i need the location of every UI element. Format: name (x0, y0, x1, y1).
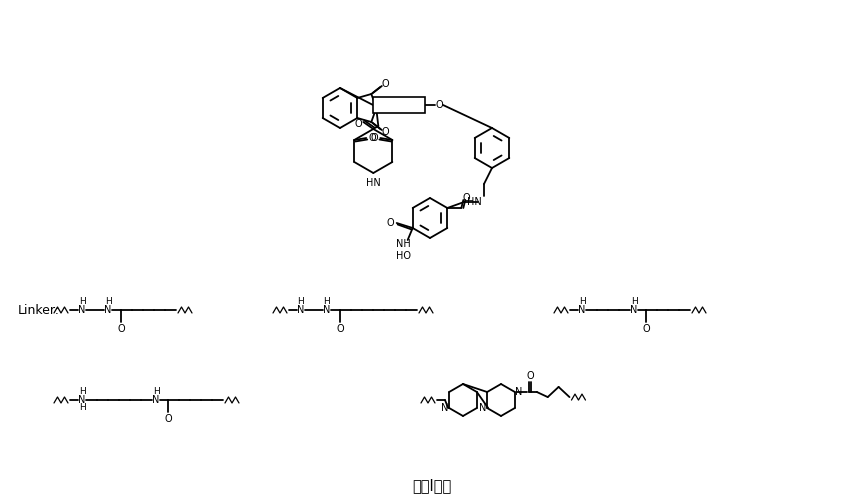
Text: N: N (375, 103, 383, 113)
Text: H: H (152, 388, 159, 397)
Text: H: H (79, 404, 86, 412)
Text: H: H (579, 297, 586, 306)
Text: N: N (579, 305, 586, 315)
Text: N: N (631, 305, 638, 315)
Text: O: O (381, 127, 389, 137)
Text: N: N (441, 403, 449, 413)
Text: N: N (479, 403, 487, 413)
Text: N: N (79, 395, 86, 405)
Text: H: H (79, 297, 86, 306)
Text: O: O (435, 100, 443, 110)
Text: O: O (368, 133, 376, 143)
Text: N: N (516, 387, 522, 397)
Text: N: N (79, 305, 86, 315)
Text: H: H (79, 388, 86, 397)
Text: N: N (324, 305, 330, 315)
Text: Linker:: Linker: (18, 303, 60, 317)
Text: N: N (152, 395, 160, 405)
Text: O: O (336, 324, 343, 334)
Text: O: O (164, 414, 172, 424)
Bar (373, 97, 425, 113)
Text: H: H (298, 297, 304, 306)
Text: O: O (387, 218, 394, 228)
Text: O: O (355, 119, 362, 129)
Text: NH: NH (396, 239, 411, 249)
Text: O: O (370, 133, 378, 143)
Text: H: H (631, 297, 638, 306)
Text: H: H (105, 297, 112, 306)
Text: N: N (105, 305, 112, 315)
Text: O: O (381, 79, 389, 89)
Text: N: N (298, 305, 304, 315)
Text: O: O (526, 371, 534, 381)
Text: HN: HN (466, 197, 482, 207)
Text: HO: HO (396, 251, 411, 261)
Text: 式（I）。: 式（I）。 (413, 478, 452, 493)
Text: O: O (642, 324, 650, 334)
Text: O: O (463, 193, 471, 203)
Text: H: H (324, 297, 330, 306)
Text: O: O (117, 324, 125, 334)
Text: Linker: Linker (382, 100, 416, 110)
Text: HN: HN (366, 178, 381, 188)
